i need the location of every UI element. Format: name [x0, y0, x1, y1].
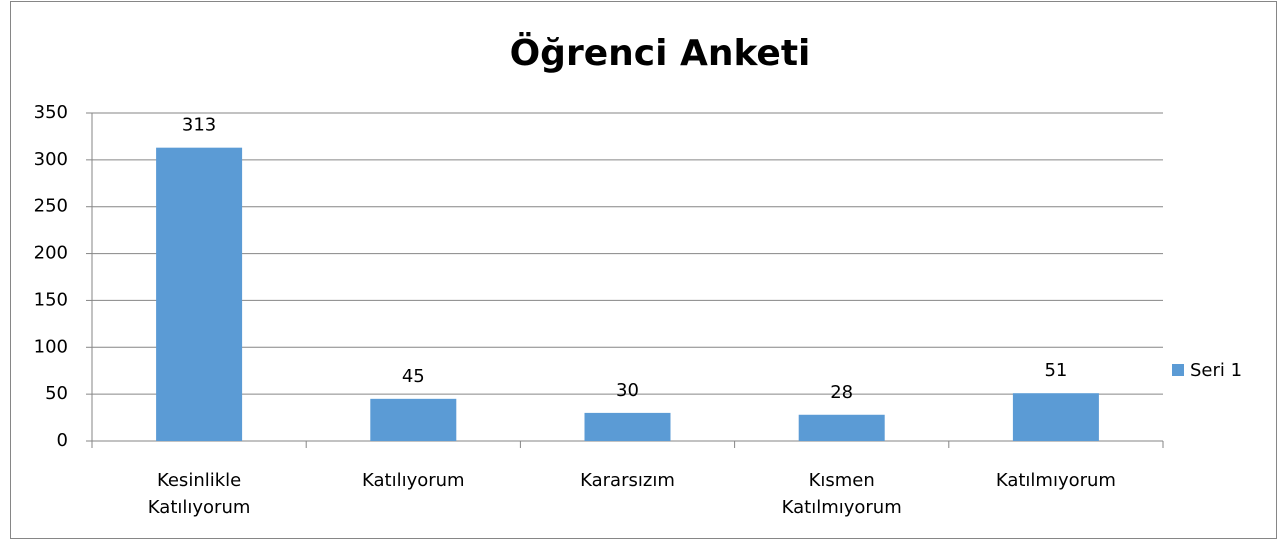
y-tick-label: 50 [45, 383, 68, 404]
y-tick-label: 300 [34, 149, 68, 170]
data-label: 45 [402, 366, 425, 387]
y-tick-label: 100 [34, 336, 68, 357]
bar [798, 414, 885, 441]
legend-swatch [1172, 364, 1184, 376]
y-tick-label: 150 [34, 289, 68, 310]
y-tick-label: 200 [34, 243, 68, 264]
x-tick-label: Katılıyorum [362, 470, 465, 491]
bar [156, 147, 243, 441]
y-tick-label: 350 [34, 102, 68, 123]
x-tick-label: Kısmen Katılmıyorum [781, 470, 902, 518]
x-tick-label: Kararsızım [580, 470, 675, 491]
x-tick-label: Katılmıyorum [995, 470, 1116, 491]
y-tick-label: 250 [34, 196, 68, 217]
data-label: 313 [182, 115, 216, 136]
legend-label: Seri 1 [1190, 360, 1242, 381]
x-tick-label: Kesinlikle Katılıyorum [147, 470, 251, 518]
data-label: 30 [616, 380, 639, 401]
bar [1012, 393, 1099, 441]
bar [584, 412, 671, 441]
chart-title: Öğrenci Anketi [510, 32, 811, 74]
bar [370, 398, 457, 441]
y-tick-label: 0 [57, 430, 68, 451]
data-label: 28 [830, 382, 853, 403]
data-label: 51 [1044, 360, 1067, 381]
